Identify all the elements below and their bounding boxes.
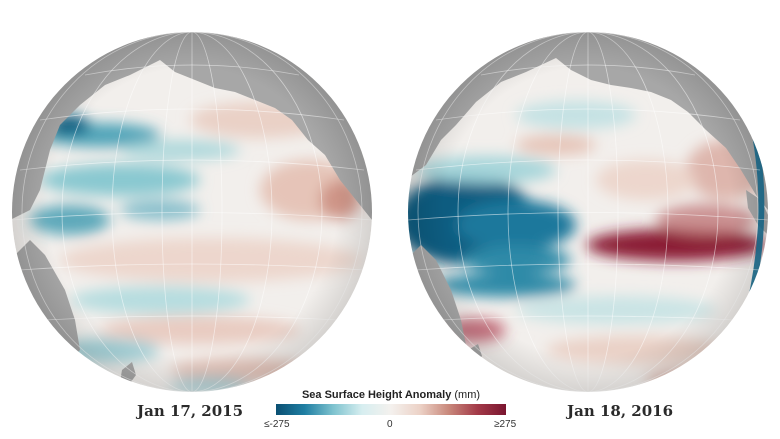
legend-unit: (mm) xyxy=(454,389,481,401)
globe-2016 xyxy=(406,30,770,394)
legend-color-bar xyxy=(276,404,506,415)
globe-2016-map xyxy=(408,32,768,392)
land-south-america-2015 xyxy=(362,270,372,320)
legend-title: Sea Surface Height Anomaly xyxy=(301,389,452,401)
legend-max-label: ≥275 xyxy=(494,419,517,430)
globe-2015-map xyxy=(12,32,372,392)
legend-min-label: ≤-275 xyxy=(264,419,290,430)
legend-mid-label: 0 xyxy=(387,419,393,430)
color-legend: Sea Surface Height Anomaly (mm) ≤-275 0 … xyxy=(262,389,520,435)
date-label-2015: Jan 17, 2015 xyxy=(137,402,244,420)
date-label-2016: Jan 18, 2016 xyxy=(567,402,674,420)
legend-title-row: Sea Surface Height Anomaly (mm) xyxy=(262,389,520,401)
globe-2015 xyxy=(10,30,374,394)
